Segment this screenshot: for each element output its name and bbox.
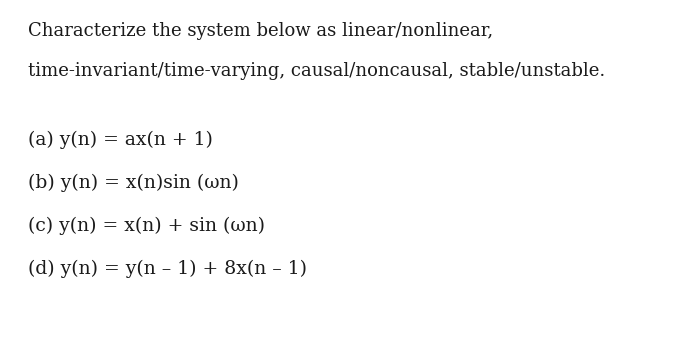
Text: Characterize the system below as linear/nonlinear,: Characterize the system below as linear/… — [28, 22, 493, 40]
Text: (b) y(n) = x(n)sin (ωn): (b) y(n) = x(n)sin (ωn) — [28, 174, 239, 192]
Text: time-invariant/time-varying, causal/noncausal, stable/unstable.: time-invariant/time-varying, causal/nonc… — [28, 62, 606, 80]
Text: (a) y(n) = ax(n + 1): (a) y(n) = ax(n + 1) — [28, 131, 213, 149]
Text: (d) y(n) = y(n – 1) + 8x(n – 1): (d) y(n) = y(n – 1) + 8x(n – 1) — [28, 260, 307, 278]
Text: (c) y(n) = x(n) + sin (ωn): (c) y(n) = x(n) + sin (ωn) — [28, 217, 265, 235]
